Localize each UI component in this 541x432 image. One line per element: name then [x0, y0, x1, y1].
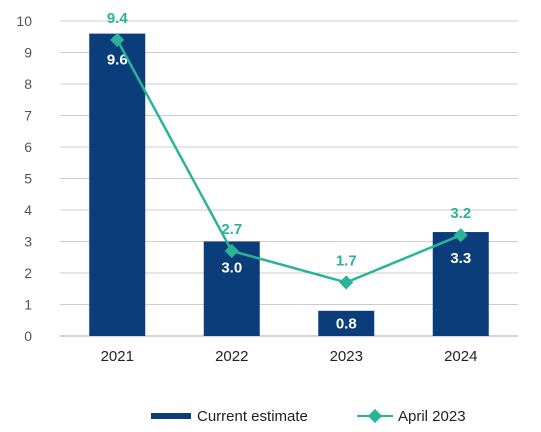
bar [89, 33, 146, 336]
bar-series: 9.6 3.0 0.8 3.3 [89, 33, 489, 336]
line-data-label: 3.2 [450, 205, 471, 222]
x-tick-label: 2021 [101, 348, 134, 365]
legend: Current estimate April 2023 [151, 408, 466, 425]
y-tick-label: 0 [24, 328, 32, 344]
line-data-label: 2.7 [221, 221, 242, 238]
line-data-label: 9.4 [107, 10, 129, 27]
x-tick-label: 2024 [444, 348, 477, 365]
bar-data-label: 3.0 [221, 260, 242, 277]
y-tick-label: 10 [16, 13, 32, 29]
legend-label-current-estimate: Current estimate [197, 408, 308, 425]
y-tick-label: 2 [24, 265, 32, 281]
x-tick-label: 2022 [215, 348, 248, 365]
legend-swatch-current-estimate [151, 413, 191, 419]
y-tick-label: 5 [24, 171, 32, 187]
bar [432, 232, 489, 336]
line-series: 9.4 2.7 1.7 3.2 [107, 10, 471, 290]
legend-marker-april-2023 [367, 408, 383, 424]
x-axis: 2021 2022 2023 2024 [101, 348, 478, 365]
bar-data-label: 9.6 [107, 52, 128, 69]
legend-label-april-2023: April 2023 [398, 408, 466, 425]
line-marker [224, 243, 239, 259]
bar [318, 310, 375, 336]
y-tick-label: 7 [24, 108, 32, 124]
y-axis: 0 1 2 3 4 5 6 7 8 9 10 [16, 13, 32, 344]
y-tick-label: 1 [24, 297, 32, 313]
y-tick-label: 6 [24, 139, 32, 155]
y-tick-label: 8 [24, 76, 32, 92]
series-line [116, 39, 462, 284]
y-tick-label: 3 [24, 234, 32, 250]
bar-data-label: 0.8 [336, 315, 357, 332]
y-tick-label: 9 [24, 45, 32, 61]
bar-data-label: 3.3 [450, 250, 471, 267]
line-data-label: 1.7 [336, 252, 357, 269]
y-tick-label: 4 [24, 202, 32, 218]
line-marker [339, 275, 354, 290]
x-tick-label: 2023 [330, 348, 363, 365]
line-marker [453, 228, 468, 243]
